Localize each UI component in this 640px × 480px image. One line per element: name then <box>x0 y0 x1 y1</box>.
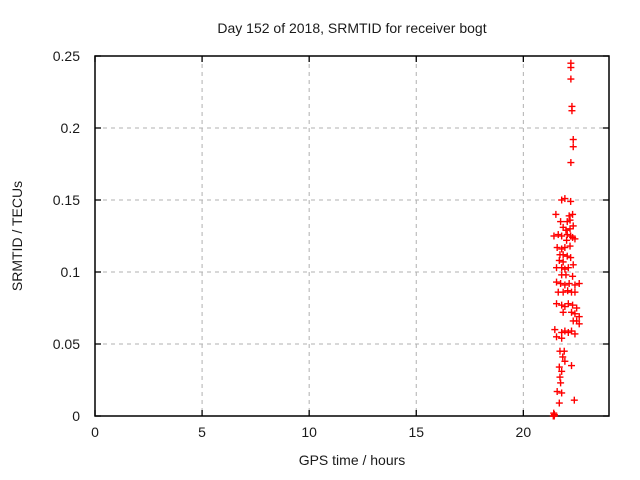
x-axis-label: GPS time / hours <box>298 452 406 468</box>
x-tick-label: 0 <box>91 424 99 440</box>
plot-border <box>94 55 610 417</box>
y-tick-label: 0 <box>72 408 80 424</box>
y-tick-label: 0.05 <box>53 336 80 352</box>
chart-title: Day 152 of 2018, SRMTID for receiver bog… <box>217 20 487 36</box>
y-tick-label: 0.25 <box>53 48 80 64</box>
y-tick-label: 0.1 <box>61 264 81 280</box>
x-tick-label: 5 <box>198 424 206 440</box>
y-tick-label: 0.2 <box>61 120 81 136</box>
x-tick-label: 15 <box>408 424 424 440</box>
y-tick-label: 0.15 <box>53 192 80 208</box>
x-tick-label: 20 <box>516 424 532 440</box>
x-tick-label: 10 <box>301 424 317 440</box>
